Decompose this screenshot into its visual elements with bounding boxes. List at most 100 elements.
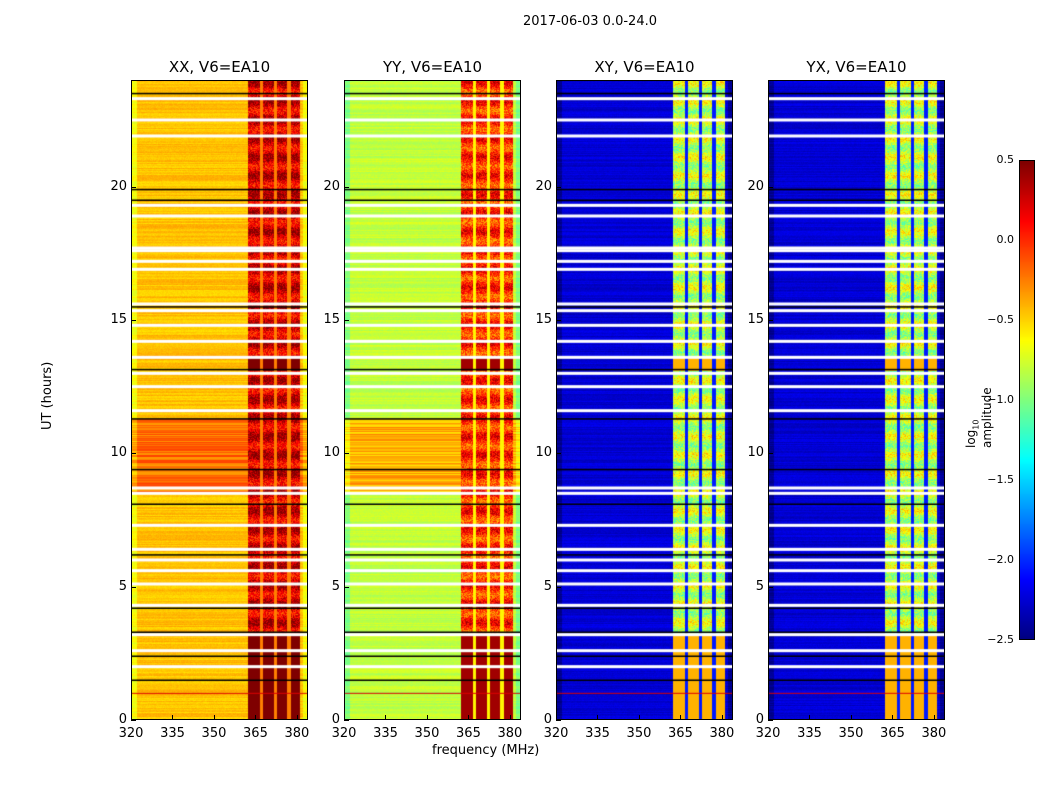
y-tick-mark — [344, 320, 349, 321]
x-tick-label: 380 — [921, 726, 947, 741]
y-tick-mark — [344, 720, 349, 721]
y-tick-label: 5 — [331, 578, 340, 594]
y-tick-mark — [768, 720, 773, 721]
y-tick-label: 10 — [535, 445, 552, 461]
x-tick-label: 320 — [118, 726, 144, 741]
x-tick-label: 365 — [456, 726, 481, 741]
y-tick-label: 0 — [543, 712, 552, 727]
y-tick-label: 20 — [535, 178, 552, 194]
colorbar-tick-label: −2.5 — [987, 633, 1014, 646]
y-tick-label: 15 — [535, 312, 552, 327]
axes-frame — [556, 80, 733, 720]
x-tick-label: 365 — [243, 726, 268, 741]
spectrogram-panel-2: YY, V6=EA10 320 335 350 365 380 0 5 10 15 20 — [323, 58, 522, 741]
x-tick-mark — [933, 715, 935, 720]
y-tick-label: 15 — [747, 312, 764, 327]
y-tick-mark — [131, 453, 136, 455]
x-tick-label: 380 — [709, 726, 735, 741]
y-tick-mark — [344, 586, 349, 588]
x-tick-mark — [892, 715, 894, 720]
y-tick-mark — [768, 586, 773, 588]
y-tick-label: 20 — [110, 178, 127, 194]
x-tick-label: 350 — [414, 726, 440, 741]
heatmap-image — [556, 80, 733, 720]
y-tick-mark — [768, 186, 773, 188]
y-tick-mark — [556, 586, 561, 588]
x-tick-mark — [255, 715, 257, 720]
colorbar-tick-label: −1.5 — [987, 473, 1014, 486]
y-tick-mark — [344, 186, 349, 188]
y-tick-mark — [556, 453, 561, 455]
x-tick-mark — [850, 715, 852, 720]
x-tick-label: 350 — [838, 726, 864, 741]
y-tick-label: 5 — [755, 578, 764, 594]
heatmap-image — [344, 80, 521, 720]
x-tick-mark — [344, 715, 345, 720]
colorbar — [1019, 160, 1035, 640]
y-tick-label: 10 — [110, 445, 127, 461]
x-tick-mark — [597, 715, 599, 720]
colorbar-tick-label: −2.0 — [987, 553, 1014, 566]
y-tick-mark — [556, 720, 561, 721]
x-tick-mark — [172, 715, 174, 720]
colorbar-tick-label: 0.0 — [996, 233, 1015, 246]
y-tick-mark — [556, 186, 561, 188]
figure-title: 2017-06-03 0.0-24.0 — [523, 14, 657, 29]
x-tick-label: 320 — [543, 726, 569, 741]
x-tick-mark — [556, 715, 557, 720]
x-tick-label: 365 — [880, 726, 905, 741]
panel-title: YY, V6=EA10 — [382, 58, 483, 76]
colorbar-tick-label: −1.0 — [987, 393, 1014, 406]
y-axis-label: UT (hours) — [40, 361, 55, 430]
x-tick-label: 335 — [585, 726, 610, 741]
x-tick-mark — [768, 715, 769, 720]
y-tick-label: 20 — [747, 178, 764, 194]
y-tick-label: 15 — [110, 312, 127, 327]
x-tick-mark — [426, 715, 428, 720]
axes-frame — [131, 80, 308, 720]
x-tick-label: 335 — [797, 726, 822, 741]
x-tick-label: 350 — [201, 726, 227, 741]
panel-title: YX, V6=EA10 — [806, 58, 907, 76]
y-tick-label: 0 — [755, 712, 764, 727]
x-tick-label: 335 — [373, 726, 398, 741]
x-tick-mark — [213, 715, 215, 720]
y-tick-mark — [131, 186, 136, 188]
y-tick-label: 15 — [323, 312, 340, 327]
y-tick-mark — [344, 453, 349, 455]
y-tick-mark — [556, 320, 561, 321]
y-tick-mark — [131, 320, 136, 321]
heatmap-image — [131, 80, 308, 720]
x-tick-mark — [385, 715, 387, 720]
y-tick-label: 0 — [331, 712, 340, 727]
y-tick-label: 5 — [118, 578, 127, 594]
axes-frame — [344, 80, 521, 720]
x-tick-mark — [296, 715, 298, 720]
spectrogram-panel-3: XY, V6=EA10 320 335 350 365 380 0 5 10 15 20 — [535, 58, 734, 741]
x-tick-mark — [638, 715, 640, 720]
x-tick-label: 320 — [331, 726, 357, 741]
x-tick-label: 350 — [626, 726, 652, 741]
panel-title: XY, V6=EA10 — [594, 58, 695, 76]
x-tick-mark — [809, 715, 811, 720]
spectrogram-panel-1: XX, V6=EA10 320 335 350 365 380 0 5 10 15 20 — [110, 58, 309, 741]
panel-title: XX, V6=EA10 — [168, 58, 271, 76]
x-tick-mark — [131, 715, 132, 720]
colorbar-tick-label: 0.5 — [996, 153, 1015, 166]
x-tick-label: 365 — [668, 726, 693, 741]
y-tick-label: 10 — [747, 445, 764, 461]
colorbar-label: log10 amplitude — [964, 387, 995, 448]
x-tick-label: 335 — [160, 726, 185, 741]
spectrogram-panel-4: YX, V6=EA10 320 335 350 365 380 0 5 10 15 20 — [747, 58, 946, 741]
x-tick-mark — [509, 715, 511, 720]
x-tick-label: 380 — [284, 726, 310, 741]
y-tick-label: 0 — [118, 712, 127, 727]
y-tick-label: 5 — [543, 578, 552, 594]
x-tick-label: 380 — [497, 726, 523, 741]
y-tick-mark — [768, 320, 773, 321]
colorbar-tick-label: −0.5 — [987, 313, 1014, 326]
y-tick-mark — [131, 720, 136, 721]
x-axis-label: frequency (MHz) — [432, 743, 540, 758]
heatmap-image — [768, 80, 945, 720]
